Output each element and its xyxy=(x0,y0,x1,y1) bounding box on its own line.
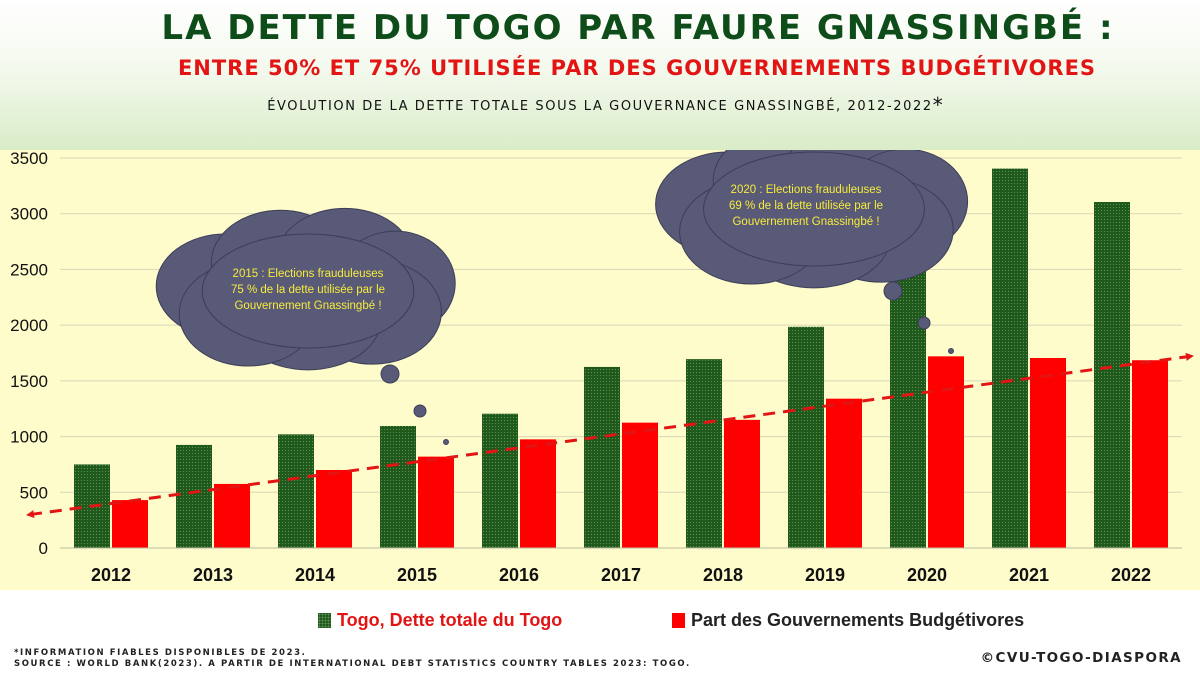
cloud-bubble xyxy=(948,348,954,354)
header-band: LA DETTE DU TOGO PAR FAURE GNASSINGBÉ : … xyxy=(0,0,1200,150)
cloud-bump xyxy=(703,151,925,267)
legend-label-government-share: Part des Gouvernements Budgétivores xyxy=(691,610,1025,630)
bar-total-debt-2017 xyxy=(584,366,620,548)
x-tick-label-2012: 2012 xyxy=(91,565,131,585)
annotation-2015-text: 2015 : Elections frauduleuses 75 % de la… xyxy=(188,266,428,314)
bar-total-debt-2019 xyxy=(788,326,824,548)
cloud-bump xyxy=(201,233,415,349)
footnote: *INFORMATION FIABLES DISPONIBLES DE 2023… xyxy=(14,648,691,670)
x-tick-label-2018: 2018 xyxy=(703,565,743,585)
annotation-line: Gouvernement Gnassingbé ! xyxy=(732,216,880,228)
bar-total-debt-2021 xyxy=(992,168,1028,549)
plot-area: 0 500 1000 1500 2000 2500 3000 3500 2012 2013 2014… xyxy=(0,150,1200,590)
annotation-2020-cloud xyxy=(655,150,969,354)
x-tick-label-2016: 2016 xyxy=(499,565,539,585)
legend-item-government-share: Part des Gouvernements Budgétivores xyxy=(672,610,1024,631)
legend-swatch-government-share xyxy=(672,613,685,628)
bar-government-share-2012 xyxy=(112,500,148,548)
bar-total-debt-2013 xyxy=(176,444,212,548)
cloud-bubble xyxy=(413,404,427,418)
bar-government-share-2013 xyxy=(214,483,250,548)
x-tick-label-2017: 2017 xyxy=(601,565,641,585)
cloud-bubble xyxy=(443,439,449,445)
bar-government-share-2017 xyxy=(622,422,658,548)
y-tick-label: 2000 xyxy=(10,316,48,335)
y-tick-label: 1000 xyxy=(10,428,48,447)
caption-text: ÉVOLUTION DE LA DETTE TOTALE SOUS LA GOU… xyxy=(267,99,933,114)
legend-swatch-total-debt xyxy=(318,613,331,628)
bar-government-share-2014 xyxy=(316,470,352,548)
bar-government-share-2021 xyxy=(1030,358,1066,548)
x-tick-label-2020: 2020 xyxy=(907,565,947,585)
x-tick-label-2013: 2013 xyxy=(193,565,233,585)
x-tick-label-2015: 2015 xyxy=(397,565,437,585)
legend-label-total-debt: Togo, Dette totale du Togo xyxy=(337,610,563,630)
y-tick-label: 500 xyxy=(20,483,48,502)
source-line: SOURCE : WORLD BANK(2023). A PARTIR DE I… xyxy=(14,659,691,669)
y-tick-label: 2500 xyxy=(10,260,48,279)
bar-total-debt-2016 xyxy=(482,413,518,548)
y-tick-label: 3000 xyxy=(10,205,48,224)
bar-total-debt-2022 xyxy=(1094,202,1130,548)
annotation-line: 2015 : Elections frauduleuses xyxy=(232,268,384,280)
annotation-2015-cloud xyxy=(155,207,456,445)
bar-total-debt-2018 xyxy=(686,359,722,548)
legend-item-total-debt: Togo, Dette totale du Togo xyxy=(318,610,562,631)
trend-line xyxy=(26,352,1194,518)
annotation-line: 2020 : Elections frauduleuses xyxy=(730,184,882,196)
chart-title: LA DETTE DU TOGO PAR FAURE GNASSINGBÉ : xyxy=(161,8,1115,48)
footnote-line: *INFORMATION FIABLES DISPONIBLES DE 2023… xyxy=(14,648,307,658)
caption-asterisk: * xyxy=(932,93,943,117)
x-tick-label-2014: 2014 xyxy=(295,565,335,585)
x-tick-label-2021: 2021 xyxy=(1009,565,1049,585)
bar-chart: 0 500 1000 1500 2000 2500 3000 3500 2012 2013 2014… xyxy=(10,150,1194,585)
x-tick-label-2019: 2019 xyxy=(805,565,845,585)
annotation-line: Gouvernement Gnassingbé ! xyxy=(234,300,382,312)
chart-caption: ÉVOLUTION DE LA DETTE TOTALE SOUS LA GOU… xyxy=(0,93,1200,117)
cloud-bubble xyxy=(883,281,903,301)
bar-government-share-2015 xyxy=(418,456,454,548)
y-tick-label: 0 xyxy=(39,539,48,558)
annotation-2020-text: 2020 : Elections frauduleuses 69 % de la… xyxy=(686,182,926,230)
bar-total-debt-2020 xyxy=(890,269,926,548)
bar-government-share-2018 xyxy=(724,419,760,548)
cloud-bubble xyxy=(380,364,400,384)
bar-government-share-2016 xyxy=(520,439,556,548)
chart-subtitle: ENTRE 50% ET 75% UTILISÉE PAR DES GOUVER… xyxy=(177,56,1097,80)
x-tick-label-2022: 2022 xyxy=(1111,565,1151,585)
legend: Togo, Dette totale du Togo Part des Gouv… xyxy=(0,610,1200,636)
bar-government-share-2020 xyxy=(928,356,964,548)
copyright: ©CVU-TOGO-DIASPORA xyxy=(980,650,1182,666)
bar-total-debt-2014 xyxy=(278,434,314,548)
cloud-bubble xyxy=(917,316,931,330)
bar-total-debt-2015 xyxy=(380,425,416,548)
annotation-line: 69 % de la dette utilisée par le xyxy=(728,200,884,212)
y-tick-label: 3500 xyxy=(10,150,48,168)
y-tick-label: 1500 xyxy=(10,372,48,391)
bar-government-share-2022 xyxy=(1132,360,1168,548)
annotation-line: 75 % de la dette utilisée par le xyxy=(230,284,386,296)
bar-government-share-2019 xyxy=(826,398,862,548)
